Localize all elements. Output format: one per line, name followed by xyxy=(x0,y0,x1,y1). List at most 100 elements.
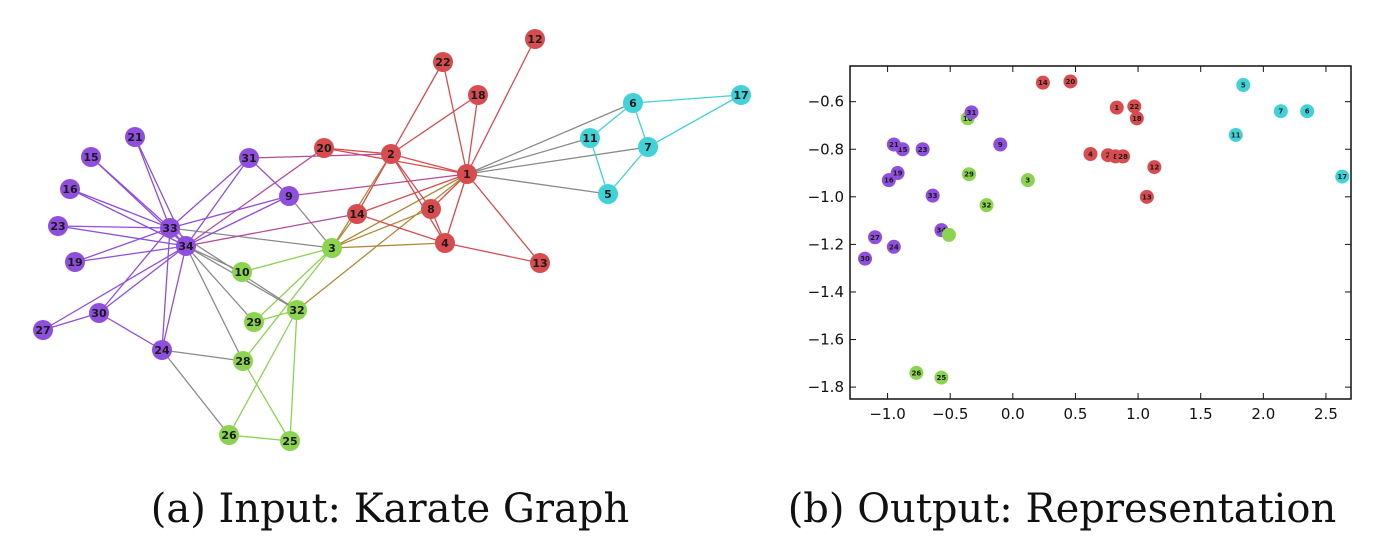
scatter-point-label: 29 xyxy=(964,171,974,179)
graph-edge-2-20 xyxy=(323,147,392,155)
scatter-point-marker xyxy=(1109,100,1124,115)
graph-node-marker xyxy=(638,137,658,157)
scatter-point-label: 24 xyxy=(889,243,899,251)
graph-node-marker xyxy=(435,233,455,253)
graph-edge-1-14 xyxy=(356,173,468,215)
scatter-point-label: 1 xyxy=(1114,104,1119,112)
y-tick-label: −0.6 xyxy=(808,93,844,111)
scatter-point-marker xyxy=(1083,147,1098,162)
scatter-point-20: 20 xyxy=(1063,74,1078,89)
graph-node-marker xyxy=(125,127,145,147)
scatter-point-9: 9 xyxy=(993,137,1008,152)
graph-edge-9-34 xyxy=(185,195,290,247)
graph-node-label: 7 xyxy=(644,141,652,154)
graph-node-23: 23 xyxy=(48,216,68,236)
scatter-point-marker xyxy=(1236,78,1251,93)
graph-node-marker xyxy=(33,320,53,340)
graph-node-13: 13 xyxy=(530,253,550,273)
graph-edge-25-32 xyxy=(289,309,298,442)
scatter-point-7: 7 xyxy=(1273,104,1288,119)
graph-node-label: 14 xyxy=(349,208,365,221)
scatter-point-marker xyxy=(941,227,956,242)
graph-edge-3-29 xyxy=(253,247,333,323)
graph-node-label: 4 xyxy=(441,237,449,250)
scatter-point-32: 32 xyxy=(979,198,994,213)
graph-node-3: 3 xyxy=(322,238,342,258)
scatter-point-label: 11 xyxy=(1231,131,1241,139)
x-tick-label: 0.5 xyxy=(1064,405,1088,423)
representation-scatter-panel: −1.0 −0.5 0.0 0.5 1.0 1.5 2.0 2.5 −0.6−0.8−1.0−… xyxy=(808,65,1352,423)
graph-node-28: 28 xyxy=(233,351,253,371)
graph-edge-1-12 xyxy=(466,38,536,175)
scatter-point-29: 29 xyxy=(961,167,976,182)
graph-node-25: 25 xyxy=(280,431,300,451)
graph-node-label: 31 xyxy=(241,152,256,165)
scatter-point-label: 21 xyxy=(889,141,899,149)
graph-node-label: 13 xyxy=(532,257,547,270)
y-tick-label: −1.0 xyxy=(808,188,844,206)
scatter-point-label: 18 xyxy=(1132,115,1142,123)
graph-edge-24-30 xyxy=(98,312,163,351)
graph-node-label: 12 xyxy=(527,33,542,46)
scatter-point-marker xyxy=(1147,160,1162,175)
graph-edge-30-34 xyxy=(98,245,187,314)
scatter-point-marker xyxy=(964,105,979,120)
graph-node-2: 2 xyxy=(381,144,401,164)
scatter-point-label: 16 xyxy=(884,177,894,185)
x-tick-label: 1.5 xyxy=(1189,405,1213,423)
graph-node-marker xyxy=(89,303,109,323)
scatter-point-marker xyxy=(1335,169,1350,184)
scatter-point-label: 14 xyxy=(1038,79,1048,87)
graph-node-marker xyxy=(530,253,550,273)
scatter-point-label: 25 xyxy=(937,374,947,382)
graph-node-label: 21 xyxy=(127,131,142,144)
scatter-point-5: 5 xyxy=(1236,78,1251,93)
scatter-point-31: 31 xyxy=(964,105,979,120)
graph-node-29: 29 xyxy=(244,312,264,332)
scatter-point-marker xyxy=(1228,127,1243,142)
graph-node-32: 32 xyxy=(287,300,307,320)
scatter-point-label: 17 xyxy=(1337,173,1347,181)
graph-node-marker xyxy=(314,138,334,158)
scatter-point-label: 32 xyxy=(982,202,992,210)
graph-node-11: 11 xyxy=(580,128,600,148)
graph-edge-25-28 xyxy=(242,360,291,442)
scatter-point-3: 3 xyxy=(1020,173,1035,188)
graph-edge-19-33 xyxy=(74,227,171,263)
scatter-point-label: 27 xyxy=(870,234,880,242)
karate-graph-panel: 123 4567891011121314151617181920212223242… xyxy=(33,29,751,451)
scatter-point-label: 22 xyxy=(1129,103,1139,111)
graph-node-marker xyxy=(457,164,477,184)
scatter-point-label: 15 xyxy=(898,146,908,154)
graph-node-marker xyxy=(239,148,259,168)
graph-node-12: 12 xyxy=(525,29,545,49)
scatter-point-30: 30 xyxy=(858,251,873,266)
graph-node-label: 28 xyxy=(235,355,250,368)
scatter-point-marker xyxy=(961,167,976,182)
graph-node-20: 20 xyxy=(314,138,334,158)
graph-edge-25-26 xyxy=(228,434,291,442)
scatter-point-11: 11 xyxy=(1228,127,1243,142)
scatter-point-label: 28 xyxy=(1118,153,1128,161)
scatter-point-23: 23 xyxy=(915,142,930,157)
scatter-point-label: 23 xyxy=(918,146,928,154)
graph-node-marker xyxy=(60,179,80,199)
graph-node-marker xyxy=(421,199,441,219)
graph-node-marker xyxy=(176,236,196,256)
graph-edge-1-32 xyxy=(296,173,468,311)
scatter-point-marker xyxy=(1127,99,1142,114)
graph-edge-10-34 xyxy=(185,245,243,273)
graph-node-label: 33 xyxy=(162,222,177,235)
scatter-point-marker xyxy=(925,188,940,203)
graph-edge-1-5 xyxy=(466,173,609,195)
x-axis-ticks: −1.0 −0.5 0.0 0.5 1.0 1.5 2.0 2.5 xyxy=(869,66,1338,423)
graph-node-label: 6 xyxy=(629,97,637,110)
scatter-point-26: 26 xyxy=(909,365,924,380)
graph-edge-23-34 xyxy=(57,225,187,247)
plot-frame xyxy=(849,65,1352,400)
y-tick-label: −1.8 xyxy=(808,378,844,396)
scatter-point-marker xyxy=(979,198,994,213)
graph-edge-2-4 xyxy=(390,153,446,244)
graph-node-24: 24 xyxy=(152,340,172,360)
